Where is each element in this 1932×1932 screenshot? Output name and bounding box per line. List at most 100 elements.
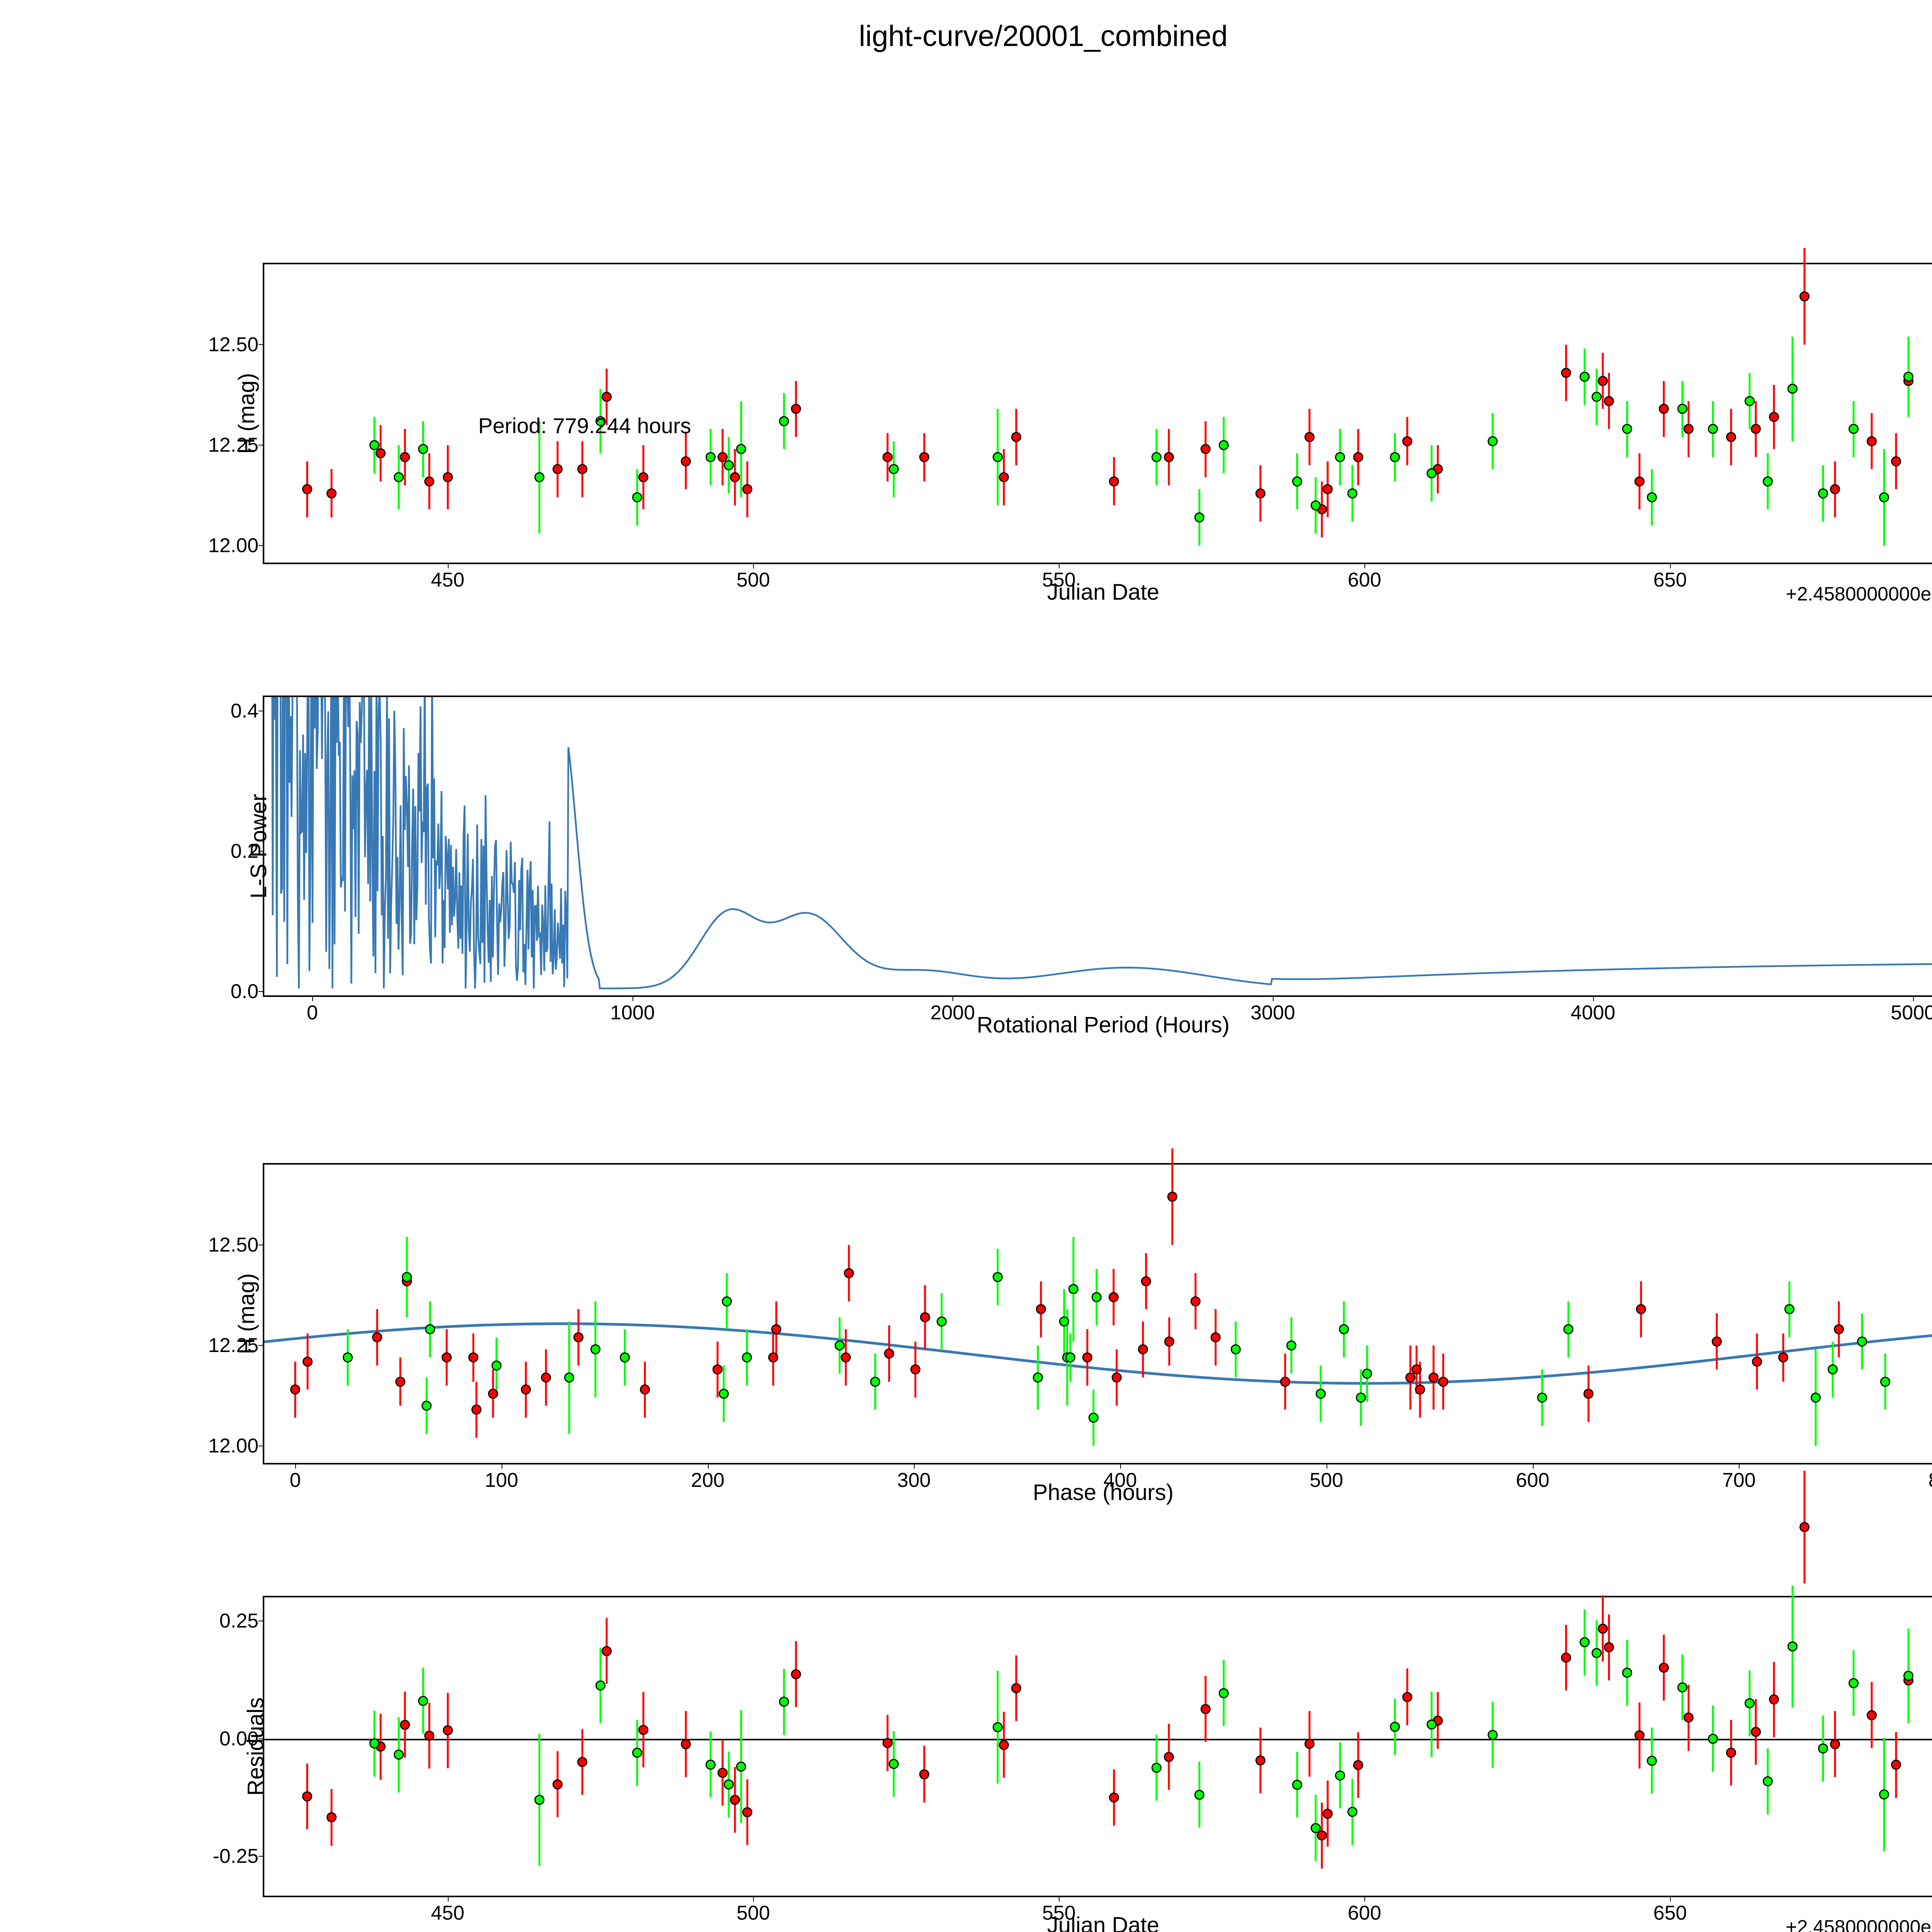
data-point-red-filter[interactable] [1751, 424, 1761, 434]
data-point-folded-red-filter[interactable] [471, 1405, 481, 1415]
data-point-green-filter[interactable] [369, 440, 379, 450]
data-point-green-filter[interactable] [534, 472, 544, 482]
data-point-folded-red-filter[interactable] [1112, 1372, 1122, 1383]
data-point-green-filter[interactable] [736, 444, 746, 454]
data-point-folded-green-filter[interactable] [590, 1344, 600, 1354]
data-point-folded-green-filter[interactable] [1880, 1377, 1890, 1387]
data-point-residual-green-filter[interactable] [1347, 1807, 1357, 1817]
data-point-green-filter[interactable] [1194, 512, 1204, 522]
data-point-residual-red-filter[interactable] [1891, 1760, 1901, 1770]
data-point-residual-green-filter[interactable] [1745, 1698, 1755, 1708]
data-point-folded-red-filter[interactable] [1280, 1377, 1290, 1387]
data-point-residual-red-filter[interactable] [1751, 1727, 1761, 1737]
data-point-residual-red-filter[interactable] [553, 1779, 563, 1789]
data-point-folded-red-filter[interactable] [768, 1352, 778, 1362]
data-point-residual-red-filter[interactable] [883, 1738, 893, 1748]
data-point-folded-green-filter[interactable] [1065, 1352, 1075, 1362]
data-point-residual-red-filter[interactable] [1402, 1692, 1412, 1702]
data-point-folded-green-filter[interactable] [1857, 1337, 1867, 1347]
data-point-red-filter[interactable] [1830, 484, 1840, 494]
data-point-residual-red-filter[interactable] [730, 1795, 740, 1805]
data-point-folded-green-filter[interactable] [1362, 1369, 1372, 1379]
data-point-residual-green-filter[interactable] [1903, 1671, 1913, 1681]
data-point-red-filter[interactable] [883, 452, 893, 462]
data-point-folded-green-filter[interactable] [343, 1352, 353, 1362]
data-point-red-filter[interactable] [302, 484, 312, 494]
data-point-folded-green-filter[interactable] [835, 1340, 845, 1350]
data-point-folded-red-filter[interactable] [1636, 1304, 1646, 1314]
data-point-green-filter[interactable] [1488, 436, 1498, 446]
data-point-red-filter[interactable] [1867, 436, 1877, 446]
data-point-residual-red-filter[interactable] [742, 1807, 752, 1817]
data-point-residual-red-filter[interactable] [1561, 1653, 1571, 1663]
data-point-folded-red-filter[interactable] [442, 1352, 452, 1362]
data-point-folded-green-filter[interactable] [993, 1272, 1003, 1282]
data-point-folded-red-filter[interactable] [1834, 1324, 1844, 1334]
data-point-folded-green-filter[interactable] [937, 1316, 947, 1327]
data-point-residual-red-filter[interactable] [1598, 1624, 1608, 1634]
data-point-folded-green-filter[interactable] [1811, 1393, 1821, 1403]
data-point-residual-green-filter[interactable] [418, 1696, 428, 1706]
data-point-red-filter[interactable] [1604, 396, 1614, 406]
data-point-folded-green-filter[interactable] [1828, 1364, 1838, 1374]
data-point-residual-red-filter[interactable] [1604, 1642, 1614, 1652]
data-point-folded-red-filter[interactable] [1429, 1372, 1439, 1383]
data-point-folded-red-filter[interactable] [372, 1332, 382, 1342]
phase-folded-plot[interactable]: H (mag) Phase (hours) 12.00 12.25 12.50 01… [263, 1163, 1932, 1464]
data-point-folded-green-filter[interactable] [1059, 1316, 1069, 1327]
data-point-folded-red-filter[interactable] [468, 1352, 478, 1362]
data-point-red-filter[interactable] [577, 464, 587, 474]
data-point-green-filter[interactable] [889, 464, 899, 474]
data-point-residual-green-filter[interactable] [1879, 1789, 1889, 1799]
data-point-residual-green-filter[interactable] [1311, 1823, 1321, 1833]
data-point-residual-red-filter[interactable] [718, 1768, 728, 1778]
data-point-folded-red-filter[interactable] [1438, 1377, 1448, 1387]
data-point-residual-green-filter[interactable] [369, 1738, 379, 1748]
data-point-residual-red-filter[interactable] [302, 1791, 312, 1801]
data-point-red-filter[interactable] [1659, 404, 1669, 414]
data-point-green-filter[interactable] [1335, 452, 1345, 462]
data-point-folded-red-filter[interactable] [1109, 1292, 1119, 1302]
data-point-residual-green-filter[interactable] [1763, 1776, 1773, 1786]
data-point-red-filter[interactable] [742, 484, 752, 494]
data-point-residual-red-filter[interactable] [327, 1812, 337, 1822]
data-point-residual-green-filter[interactable] [595, 1680, 605, 1690]
data-point-residual-red-filter[interactable] [400, 1720, 410, 1730]
data-point-folded-green-filter[interactable] [564, 1372, 574, 1383]
data-point-red-filter[interactable] [376, 448, 386, 458]
data-point-green-filter[interactable] [1849, 424, 1859, 434]
data-point-red-filter[interactable] [1011, 432, 1021, 442]
data-point-folded-green-filter[interactable] [1231, 1344, 1241, 1354]
data-point-folded-red-filter[interactable] [910, 1364, 920, 1374]
data-point-folded-red-filter[interactable] [1412, 1364, 1422, 1374]
data-point-residual-red-filter[interactable] [1304, 1739, 1315, 1749]
data-point-residual-red-filter[interactable] [1255, 1755, 1265, 1765]
data-point-residual-green-filter[interactable] [889, 1759, 899, 1769]
data-point-residual-green-filter[interactable] [779, 1697, 789, 1707]
data-point-residual-green-filter[interactable] [1849, 1678, 1859, 1688]
data-point-residual-green-filter[interactable] [1427, 1719, 1437, 1730]
data-point-red-filter[interactable] [443, 472, 453, 482]
data-point-residual-red-filter[interactable] [638, 1725, 648, 1735]
data-point-folded-green-filter[interactable] [722, 1296, 732, 1306]
data-point-residual-red-filter[interactable] [1634, 1730, 1645, 1740]
data-point-folded-green-filter[interactable] [422, 1401, 432, 1411]
data-point-residual-red-filter[interactable] [1830, 1739, 1840, 1749]
data-point-residual-green-filter[interactable] [1592, 1648, 1602, 1658]
data-point-folded-red-filter[interactable] [1082, 1352, 1092, 1362]
data-point-residual-green-filter[interactable] [632, 1748, 642, 1758]
data-point-green-filter[interactable] [1311, 500, 1321, 510]
data-point-folded-red-filter[interactable] [573, 1332, 583, 1342]
data-point-red-filter[interactable] [1255, 488, 1265, 498]
data-point-green-filter[interactable] [1622, 424, 1632, 434]
data-point-red-filter[interactable] [919, 452, 929, 462]
data-point-red-filter[interactable] [1684, 424, 1694, 434]
residuals-plot[interactable]: Residuals Julian Date +2.4580000000e6 -0… [263, 1596, 1932, 1897]
data-point-red-filter[interactable] [1598, 376, 1608, 386]
data-point-residual-red-filter[interactable] [1201, 1704, 1211, 1714]
data-point-residual-red-filter[interactable] [681, 1739, 691, 1749]
data-point-green-filter[interactable] [1763, 476, 1773, 486]
data-point-folded-red-filter[interactable] [771, 1324, 781, 1334]
data-point-red-filter[interactable] [1891, 456, 1901, 466]
data-point-folded-green-filter[interactable] [1356, 1393, 1366, 1403]
